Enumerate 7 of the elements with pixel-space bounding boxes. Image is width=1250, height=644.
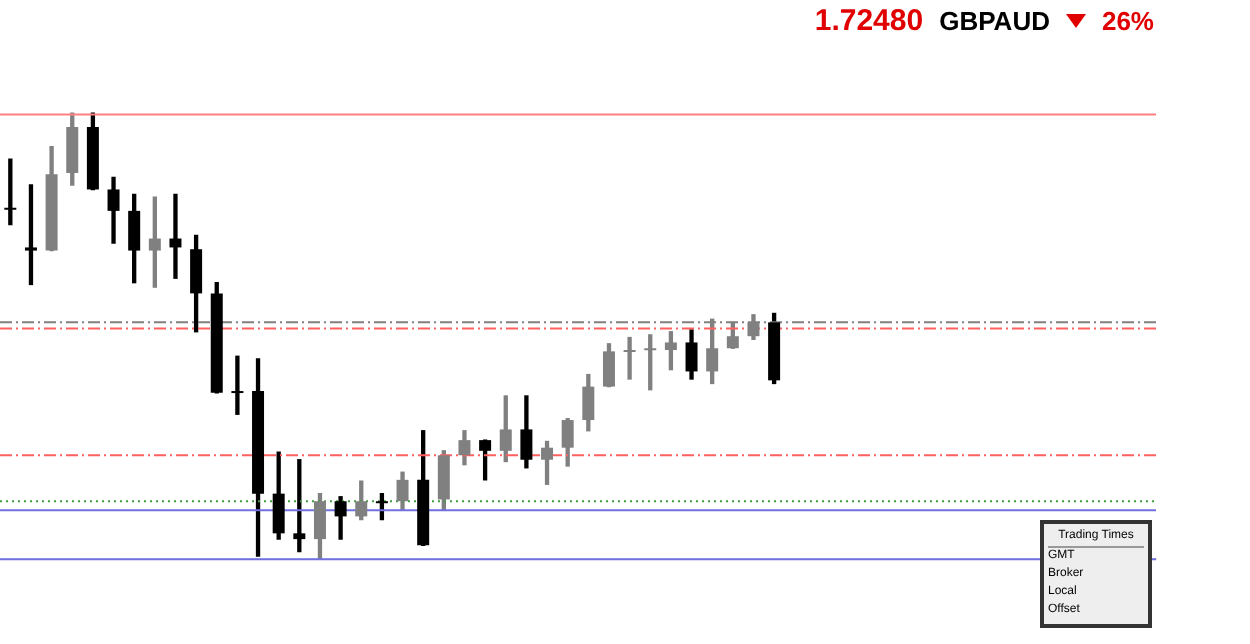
candlestick [231,355,244,415]
candlestick [623,336,636,380]
candlestick [169,193,182,279]
text: 1.72480 [814,4,924,38]
text: GBPAUD [939,6,1050,36]
candlestick [4,158,17,226]
text: 26% [1101,6,1154,36]
